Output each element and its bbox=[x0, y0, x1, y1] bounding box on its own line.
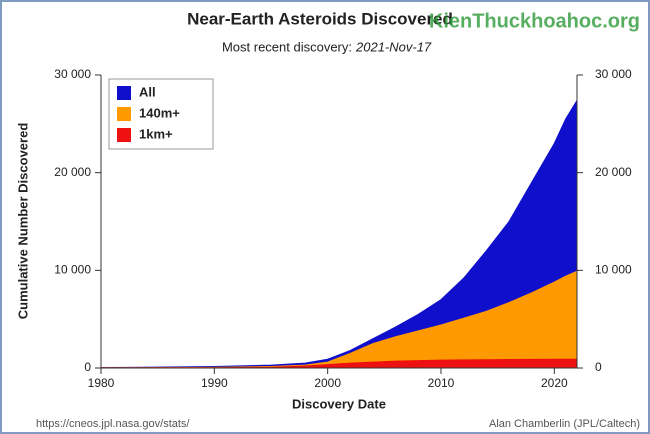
x-axis-title: Discovery Date bbox=[292, 396, 386, 411]
y2-tick-label: 0 bbox=[595, 360, 602, 374]
subtitle-date: 2021-Nov-17 bbox=[355, 39, 432, 54]
x-tick-label: 1980 bbox=[88, 376, 115, 390]
y-axis-title: Cumulative Number Discovered bbox=[15, 123, 30, 320]
y2-tick-label: 20 000 bbox=[595, 165, 632, 179]
legend-label[interactable]: 1km+ bbox=[139, 126, 173, 141]
y2-tick-label: 30 000 bbox=[595, 67, 632, 81]
credit: Alan Chamberlin (JPL/Caltech) bbox=[489, 418, 640, 430]
chart-title: Near-Earth Asteroids Discovered bbox=[187, 9, 453, 28]
legend-swatch[interactable] bbox=[117, 128, 131, 142]
x-tick-label: 2000 bbox=[314, 376, 341, 390]
legend-label[interactable]: 140m+ bbox=[139, 105, 180, 120]
y-tick-label: 0 bbox=[84, 360, 91, 374]
legend-label[interactable]: All bbox=[139, 84, 156, 99]
legend-swatch[interactable] bbox=[117, 107, 131, 121]
area bbox=[100, 98, 578, 369]
watermark: KienThuckhoahoc.org bbox=[429, 10, 640, 32]
source: https://cneos.jpl.nasa.gov/stats/ bbox=[36, 418, 190, 430]
y2-tick-label: 10 000 bbox=[595, 263, 632, 277]
subtitle: Most recent discovery: bbox=[222, 39, 352, 54]
x-tick-label: 2020 bbox=[541, 376, 568, 390]
y-tick-label: 20 000 bbox=[54, 165, 91, 179]
x-tick-label: 2010 bbox=[428, 376, 455, 390]
x-tick-label: 1990 bbox=[201, 376, 228, 390]
y-tick-label: 10 000 bbox=[54, 263, 91, 277]
y-tick-label: 30 000 bbox=[54, 67, 91, 81]
legend-swatch[interactable] bbox=[117, 86, 131, 100]
